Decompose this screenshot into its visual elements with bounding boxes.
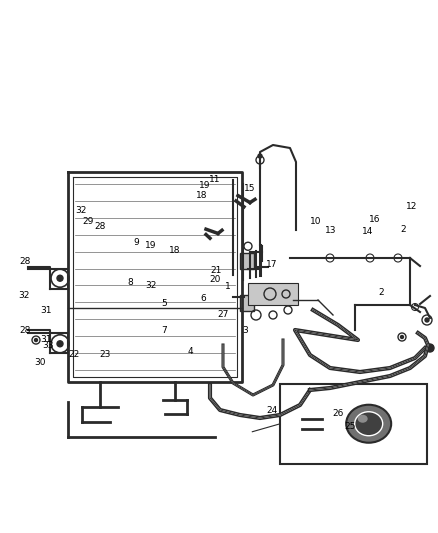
Text: 4: 4 <box>188 348 193 356</box>
Ellipse shape <box>355 411 383 436</box>
Text: 1: 1 <box>225 282 231 291</box>
Text: 31: 31 <box>40 335 51 344</box>
Text: 23: 23 <box>99 350 111 359</box>
Text: 10: 10 <box>310 217 321 225</box>
Text: 21: 21 <box>211 266 222 275</box>
Text: 32: 32 <box>18 292 30 300</box>
Bar <box>240 253 254 269</box>
Text: 2: 2 <box>378 288 384 296</box>
Text: 29: 29 <box>82 217 93 225</box>
Text: 14: 14 <box>362 228 374 236</box>
Text: 28: 28 <box>20 326 31 335</box>
Circle shape <box>400 335 403 338</box>
Text: 20: 20 <box>209 276 220 284</box>
Text: 5: 5 <box>161 300 167 308</box>
Text: 19: 19 <box>145 241 157 249</box>
Text: 31: 31 <box>40 306 51 314</box>
Text: 17: 17 <box>266 261 277 269</box>
Ellipse shape <box>358 415 367 423</box>
Text: 8: 8 <box>127 278 134 287</box>
Bar <box>240 295 254 311</box>
Text: 28: 28 <box>94 222 106 231</box>
Circle shape <box>258 154 262 158</box>
Circle shape <box>57 275 63 281</box>
Text: 3: 3 <box>242 326 248 335</box>
Text: 9: 9 <box>133 238 139 247</box>
Text: 6: 6 <box>201 294 207 303</box>
Ellipse shape <box>346 405 391 443</box>
Text: 24: 24 <box>266 406 277 415</box>
Text: 26: 26 <box>332 409 344 417</box>
Text: 16: 16 <box>369 215 380 224</box>
Circle shape <box>57 341 63 347</box>
Text: 32: 32 <box>75 206 87 215</box>
Text: 13: 13 <box>325 226 336 235</box>
Text: 30: 30 <box>35 358 46 367</box>
Circle shape <box>426 344 434 352</box>
Text: 27: 27 <box>218 310 229 319</box>
Text: 2: 2 <box>400 225 406 233</box>
Text: 18: 18 <box>170 246 181 255</box>
Text: 28: 28 <box>20 257 31 265</box>
Text: 7: 7 <box>161 326 167 335</box>
Circle shape <box>425 318 429 322</box>
Text: 15: 15 <box>244 184 255 192</box>
Text: 11: 11 <box>209 175 220 184</box>
Bar <box>248 283 298 305</box>
Text: 19: 19 <box>199 181 210 190</box>
Text: 12: 12 <box>406 203 417 211</box>
Text: 32: 32 <box>145 281 157 289</box>
Text: 25: 25 <box>345 422 356 431</box>
Text: 33: 33 <box>42 341 54 350</box>
Text: 18: 18 <box>196 191 207 199</box>
Text: 22: 22 <box>68 350 79 359</box>
Bar <box>280 384 427 464</box>
Circle shape <box>35 338 38 342</box>
